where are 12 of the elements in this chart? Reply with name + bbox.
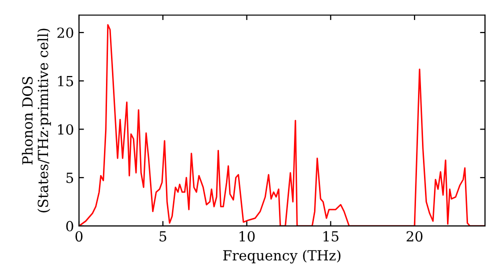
y-tick-label: 15	[58, 76, 74, 86]
x-tick-label: 15	[324, 231, 338, 242]
y-tick-label: 20	[57, 27, 74, 38]
x-tick-label: 5	[160, 231, 166, 242]
y-tick-label: 0	[66, 220, 74, 232]
y-axis-title: Phonon DOS (States/THz·primitive cell)	[22, 28, 51, 212]
x-tick-label: 10	[240, 231, 255, 242]
x-tick-label: 20	[406, 231, 422, 242]
y-tick-label: 10	[58, 124, 74, 135]
x-tick-label: 0	[75, 231, 82, 242]
y-tick-label: 5	[66, 172, 74, 184]
x-axis-title: Frequency (THz)	[223, 250, 340, 264]
